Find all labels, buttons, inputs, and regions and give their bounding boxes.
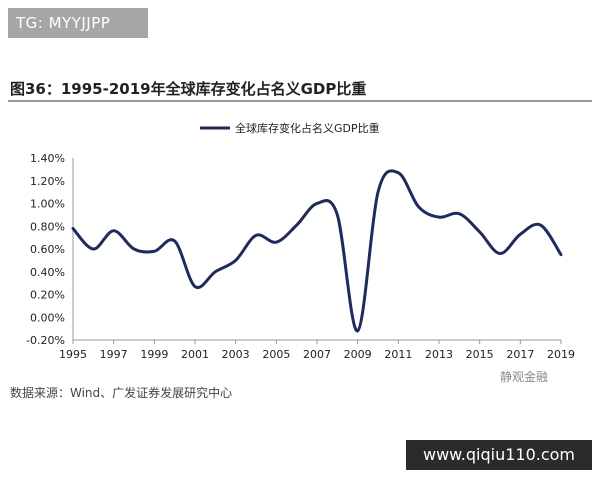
data-point — [275, 241, 278, 244]
y-tick-label: 0.20% — [30, 289, 65, 302]
x-tick-label: 1995 — [59, 348, 87, 361]
data-point — [478, 230, 481, 233]
brand-label: 静观金融 — [500, 370, 549, 384]
y-tick-label: -0.20% — [26, 334, 65, 347]
bottom-watermark: www.qiqiu110.com — [406, 440, 592, 470]
x-tick-label: 2019 — [547, 348, 575, 361]
data-point — [377, 191, 380, 194]
x-tick-label: 2013 — [425, 348, 453, 361]
data-point — [499, 252, 502, 255]
figure-title: 图36：1995-2019年全球库存变化占名义GDP比重 — [10, 80, 367, 98]
data-point — [539, 224, 542, 227]
data-point — [255, 234, 258, 237]
y-tick-label: 1.40% — [30, 152, 65, 165]
x-tick-label: 2017 — [506, 348, 534, 361]
x-tick-label: 2007 — [303, 348, 331, 361]
data-point — [356, 329, 359, 332]
data-point — [72, 227, 75, 230]
legend-label: 全球库存变化占名义GDP比重 — [235, 121, 380, 135]
data-point — [316, 202, 319, 205]
x-tick-label: 2009 — [344, 348, 372, 361]
y-tick-label: 0.40% — [30, 266, 65, 279]
x-tick-label: 2003 — [222, 348, 250, 361]
x-tick-label: 1999 — [140, 348, 168, 361]
data-point — [92, 248, 95, 251]
x-tick-label: 2015 — [466, 348, 494, 361]
data-point — [194, 285, 197, 288]
data-point — [438, 216, 441, 219]
data-point — [417, 205, 420, 208]
y-tick-label: 0.60% — [30, 243, 65, 256]
data-point — [214, 270, 217, 273]
x-tick-label: 2011 — [384, 348, 412, 361]
data-point — [519, 233, 522, 236]
data-point — [336, 213, 339, 216]
data-point — [397, 171, 400, 174]
data-point — [153, 250, 156, 253]
data-point — [112, 229, 115, 232]
top-watermark: TG: MYYJJPP — [8, 8, 148, 38]
data-point — [560, 253, 563, 256]
x-tick-label: 2001 — [181, 348, 209, 361]
series-line — [71, 169, 563, 333]
data-point — [234, 259, 237, 262]
source-note: 数据来源：Wind、广发证券发展研究中心 — [10, 386, 233, 400]
data-point — [173, 240, 176, 243]
y-tick-label: 0.80% — [30, 220, 65, 233]
data-point — [458, 212, 461, 215]
y-tick-label: 1.00% — [30, 198, 65, 211]
y-tick-label: 0.00% — [30, 311, 65, 324]
data-point — [295, 224, 298, 227]
x-tick-label: 2005 — [262, 348, 290, 361]
title-divider — [8, 100, 592, 102]
data-point — [133, 248, 136, 251]
x-tick-label: 1997 — [100, 348, 128, 361]
y-tick-label: 1.20% — [30, 175, 65, 188]
